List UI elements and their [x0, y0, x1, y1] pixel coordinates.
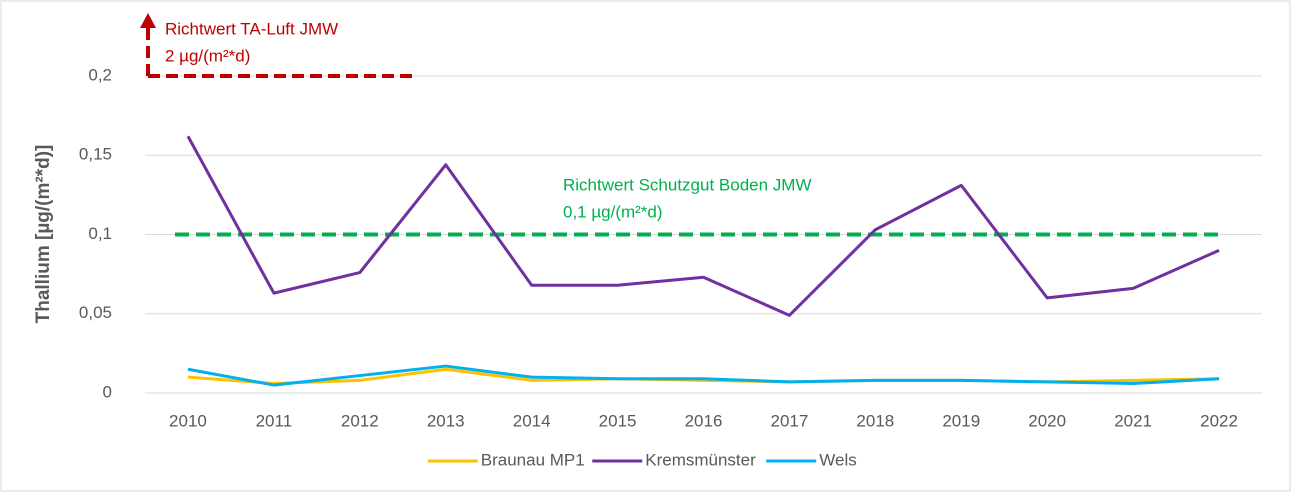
- x-tick-label: 2021: [1114, 411, 1152, 430]
- x-tick-label: 2012: [341, 411, 379, 430]
- y-tick-label: 0: [103, 382, 112, 401]
- legend-label: Wels: [819, 450, 856, 469]
- x-tick-label: 2020: [1028, 411, 1066, 430]
- x-tick-label: 2015: [599, 411, 637, 430]
- legend-label: Kremsmünster: [645, 450, 756, 469]
- x-tick-label: 2016: [685, 411, 723, 430]
- annotation: Richtwert Schutzgut Boden JMW: [563, 175, 811, 194]
- y-tick-label: 0,05: [79, 303, 112, 322]
- x-tick-label: 2017: [771, 411, 809, 430]
- arrow-head: [140, 13, 156, 28]
- line-series: [187, 364, 1220, 387]
- legend-label: Braunau MP1: [481, 450, 585, 469]
- x-tick-label: 2014: [513, 411, 551, 430]
- x-tick-label: 2011: [256, 411, 293, 430]
- x-tick-label: 2022: [1200, 411, 1238, 430]
- y-tick-label: 0,2: [88, 65, 112, 84]
- y-tick-label: 0,1: [88, 224, 112, 243]
- annotation: Richtwert TA-Luft JMW: [165, 19, 338, 38]
- line-series: [186, 135, 1220, 317]
- annotation: 2 µg/(m²*d): [165, 46, 250, 65]
- y-tick-label: 0,15: [79, 145, 112, 164]
- annotation: 0,1 µg/(m²*d): [563, 202, 663, 221]
- x-tick-label: 2010: [169, 411, 207, 430]
- x-tick-label: 2018: [856, 411, 894, 430]
- x-tick-label: 2013: [427, 411, 465, 430]
- x-tick-label: 2019: [942, 411, 980, 430]
- y-axis-label: Thallium [µg/(m²*d)]: [33, 145, 54, 324]
